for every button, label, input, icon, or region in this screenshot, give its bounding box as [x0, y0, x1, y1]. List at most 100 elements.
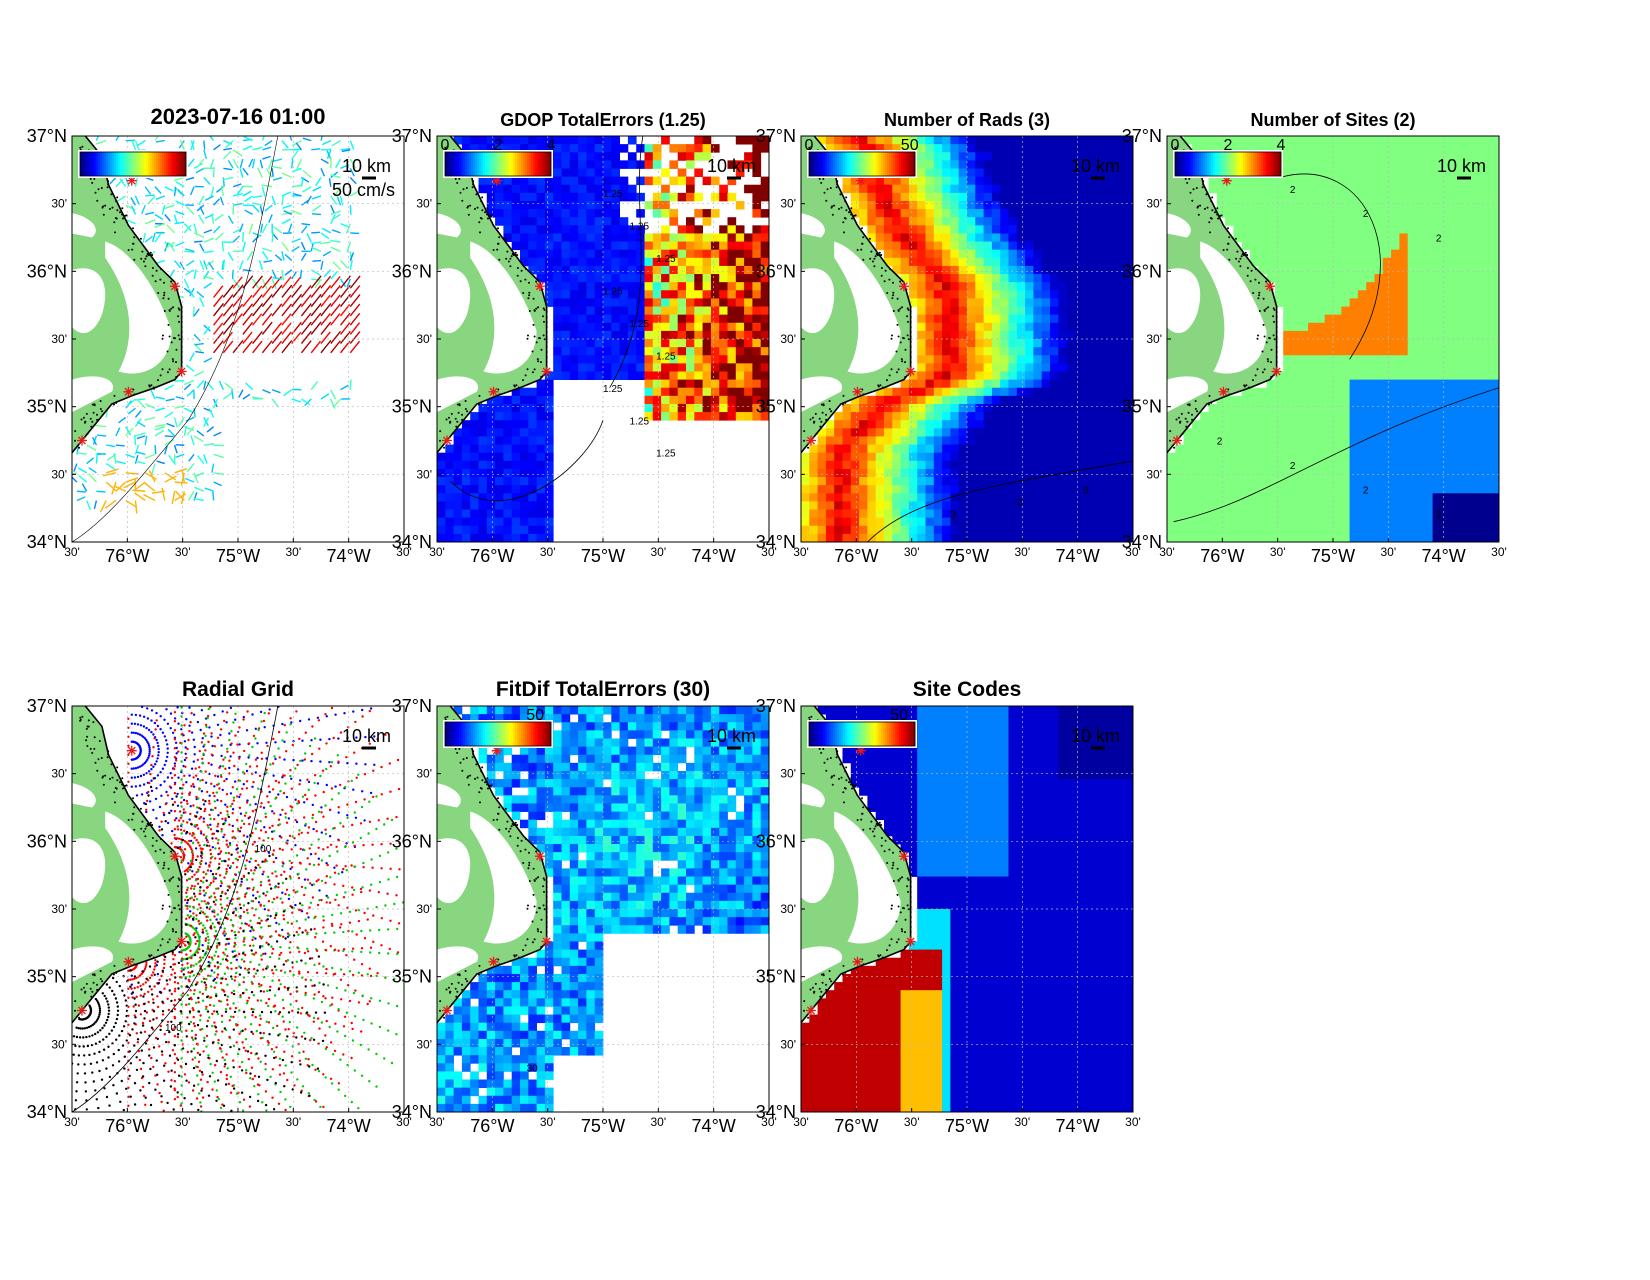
site-marker	[170, 281, 180, 291]
lat-tick-label: 34°N	[27, 532, 67, 552]
contour-label: 1.25	[630, 221, 650, 232]
colorbar-tick: 0	[805, 137, 814, 154]
scale-bar-label: 10 km	[1071, 726, 1120, 746]
lon-tick-label: 30'	[540, 545, 556, 559]
contour-label: 1.25	[603, 286, 623, 297]
lat-tick-label: 35°N	[392, 967, 432, 987]
panel-title: Radial Grid	[182, 678, 294, 701]
lon-tick-label: 74°W	[327, 546, 371, 566]
lat-tick-label: 30'	[780, 902, 796, 916]
lat-tick-label: 37°N	[27, 696, 67, 716]
lat-tick-label: 34°N	[392, 532, 432, 552]
contour-label: 30	[527, 1063, 539, 1074]
lon-tick-label: 75°W	[1311, 546, 1355, 566]
lat-tick-label: 36°N	[392, 831, 432, 851]
lon-tick-label: 75°W	[581, 546, 625, 566]
lat-tick-label: 35°N	[392, 397, 432, 417]
panel-title: GDOP TotalErrors (1.25)	[500, 110, 705, 130]
scale-bar-label: 10 km	[1071, 156, 1120, 176]
scale-bar: 10 km	[1071, 726, 1120, 748]
contour-label: 2	[1217, 437, 1223, 448]
contour-lines: 30	[527, 1063, 539, 1074]
site-marker	[899, 281, 909, 291]
lat-tick-label: 34°N	[756, 532, 796, 552]
lat-tick-label: 30'	[416, 1037, 432, 1051]
panel-title: 2023-07-16 01:00	[151, 104, 326, 129]
lat-tick-label: 36°N	[756, 261, 796, 281]
contour-label: 100	[165, 1023, 182, 1034]
lat-tick-label: 30'	[780, 197, 796, 211]
scale-bar-label: 10 km	[707, 726, 756, 746]
lon-tick-label: 30'	[1381, 545, 1397, 559]
panel-number-of-sites: 2222222202410 km30'76°W30'75°W30'74°W30'…	[1122, 110, 1507, 566]
site-marker	[1265, 281, 1275, 291]
lon-tick-label: 75°W	[945, 546, 989, 566]
lat-tick-label: 37°N	[1122, 126, 1162, 146]
lon-tick-label: 30'	[1015, 545, 1031, 559]
lat-tick-label: 37°N	[392, 696, 432, 716]
scale-bar: 10 km	[1437, 156, 1486, 178]
contour-label: 1.25	[630, 416, 650, 427]
site-marker	[899, 851, 909, 861]
lon-tick-label: 30'	[540, 1115, 556, 1129]
contour-label: 100	[255, 844, 272, 855]
scale-bar-label: 10 km	[707, 156, 756, 176]
scale-bar: 10 km	[1071, 156, 1120, 178]
site-marker	[442, 1006, 452, 1016]
site-marker	[535, 281, 545, 291]
site-marker	[1218, 387, 1228, 397]
scale-bar: 10 km	[707, 156, 756, 178]
contour-label: 1.25	[656, 254, 676, 265]
lat-tick-label: 30'	[416, 467, 432, 481]
site-marker	[542, 936, 552, 946]
contour-label: 1.25	[603, 189, 623, 200]
contour-label: 1.25	[630, 319, 650, 330]
lat-tick-label: 34°N	[1122, 532, 1162, 552]
site-marker	[442, 436, 452, 446]
lon-tick-label: 30'	[1270, 545, 1286, 559]
contour-label: 3	[1083, 485, 1089, 496]
colorbar-unit: cm/s	[112, 106, 150, 126]
lat-tick-label: 37°N	[392, 126, 432, 146]
scale-bar: 10 km	[707, 726, 756, 748]
lat-tick-label: 30'	[1146, 197, 1162, 211]
lat-tick-label: 36°N	[27, 831, 67, 851]
panel-title: FitDif TotalErrors (30)	[496, 678, 710, 701]
site-marker	[852, 387, 862, 397]
lat-tick-label: 30'	[416, 767, 432, 781]
lat-tick-label: 30'	[51, 197, 67, 211]
colorbar-tick: 4	[547, 137, 556, 154]
site-marker	[852, 957, 862, 967]
lat-tick-label: 30'	[51, 1037, 67, 1051]
lat-tick-label: 30'	[51, 332, 67, 346]
site-marker	[177, 936, 187, 946]
lon-tick-label: 30'	[651, 545, 667, 559]
colorbar-tick: 2	[494, 137, 503, 154]
site-marker	[127, 746, 137, 756]
site-marker	[806, 1006, 816, 1016]
lon-tick-label: 30'	[651, 1115, 667, 1129]
site-marker	[535, 851, 545, 861]
lat-tick-label: 30'	[51, 467, 67, 481]
lat-tick-label: 37°N	[27, 126, 67, 146]
lat-tick-label: 37°N	[756, 696, 796, 716]
panel-title: Number of Rads (3)	[884, 110, 1050, 130]
lat-tick-label: 35°N	[27, 397, 67, 417]
lon-tick-label: 30'	[286, 545, 302, 559]
lat-tick-label: 30'	[416, 902, 432, 916]
lon-tick-label: 74°W	[1056, 546, 1100, 566]
lat-tick-label: 37°N	[756, 126, 796, 146]
site-marker	[542, 366, 552, 376]
lat-tick-label: 30'	[780, 467, 796, 481]
lat-tick-label: 34°N	[392, 1102, 432, 1122]
lon-tick-label: 30'	[175, 545, 191, 559]
lat-tick-label: 30'	[51, 902, 67, 916]
lon-tick-label: 76°W	[105, 546, 149, 566]
